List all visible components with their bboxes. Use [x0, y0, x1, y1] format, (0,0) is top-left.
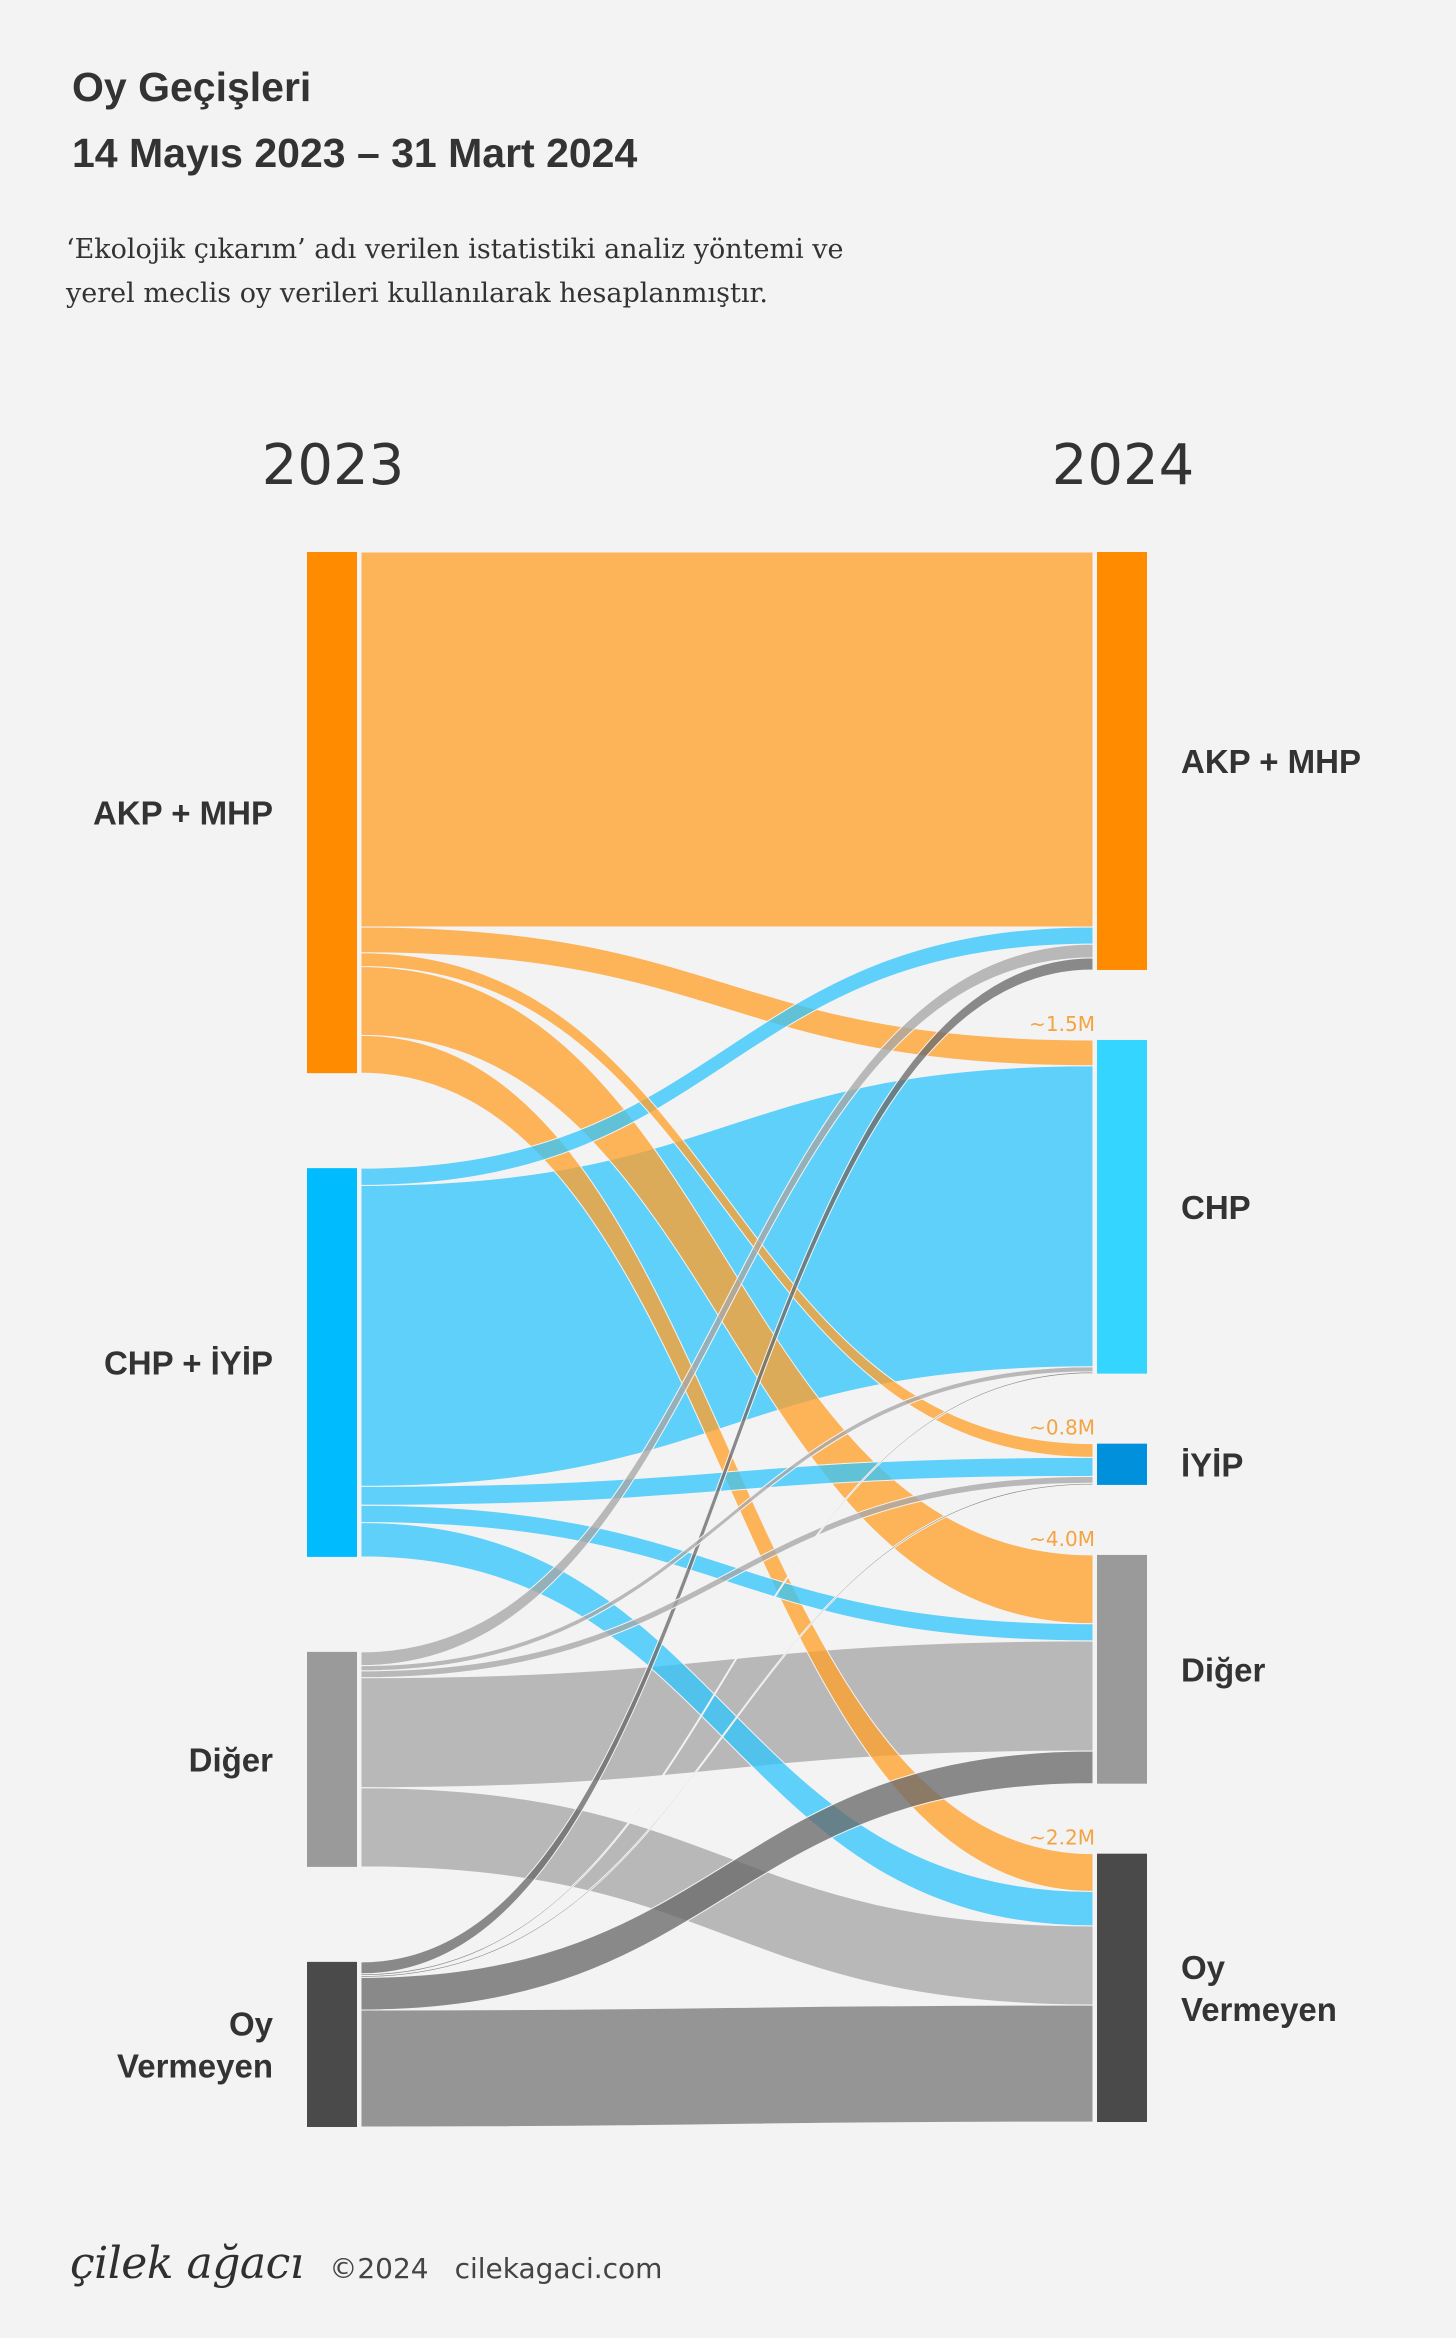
title-line-1: Oy Geçişleri	[72, 64, 312, 110]
node-label-akp_mhp_2023: AKP + MHP	[93, 795, 273, 832]
title-line-2: 14 Mayıs 2023 – 31 Mart 2024	[72, 130, 638, 176]
flow-akp_mhp_2023-to-iyip_2024[interactable]	[360, 952, 1094, 1458]
node-label-chp_iyip_2023: CHP + İYİP	[104, 1345, 273, 1382]
node-label-oyvermeyen_2023: Oy	[229, 2005, 274, 2042]
node-label-diger_2023: Diğer	[189, 1741, 274, 1778]
chart-title: Oy Geçişleri 14 Mayıs 2023 – 31 Mart 202…	[72, 54, 637, 186]
year-2023-label: 2023	[262, 433, 405, 498]
node-label-oyvermeyen_2024: Vermeyen	[1181, 1991, 1337, 2028]
node-akp_mhp_2023[interactable]	[307, 552, 357, 1074]
flow-oyvermeyen_2023-to-diger_2024[interactable]	[360, 1750, 1094, 2011]
flow-akp_mhp_2023-to-akp_mhp_2024[interactable]	[360, 551, 1094, 928]
node-label-chp_2024: CHP	[1181, 1189, 1251, 1226]
subtitle-line-1: ‘Ekolojik çıkarım’ adı verilen istatisti…	[66, 234, 844, 265]
flow-annotation: ~0.8M	[1029, 1416, 1095, 1440]
flow-chp_iyip_2023-to-oyvermeyen_2024[interactable]	[360, 1521, 1094, 1927]
node-diger_2024[interactable]	[1097, 1554, 1147, 1784]
subtitle-line-2: yerel meclis oy verileri kullanılarak he…	[66, 278, 768, 309]
node-oyvermeyen_2023[interactable]	[307, 1961, 357, 2127]
flow-oyvermeyen_2023-to-akp_mhp_2024[interactable]	[360, 957, 1094, 1975]
labels-layer: ~4.0M ~2.2M ~1.5M ~0.8M AKP + MHP CHP + İYİP D…	[93, 743, 1361, 2084]
flow-oyvermeyen_2023-to-chp_2024[interactable]	[360, 1371, 1094, 1977]
year-2024-label: 2024	[1052, 433, 1195, 498]
node-chp_2024[interactable]	[1097, 1039, 1147, 1374]
sankey-chart: ~4.0M ~2.2M ~1.5M ~0.8M AKP + MHP CHP + İYİP D…	[93, 433, 1361, 2128]
chart-subtitle: ‘Ekolojik çıkarım’ adı verilen istatisti…	[66, 228, 966, 316]
node-diger_2023[interactable]	[307, 1651, 357, 1867]
node-oyvermeyen_2024[interactable]	[1097, 1853, 1147, 2122]
footer: çilek ağacı ©2024 cilekagaci.com	[70, 2238, 662, 2292]
node-akp_mhp_2024[interactable]	[1097, 552, 1147, 970]
node-chp_iyip_2023[interactable]	[307, 1168, 357, 1557]
flow-oyvermeyen_2023-to-iyip_2024[interactable]	[360, 1482, 1094, 1978]
flow-annotation: ~2.2M	[1029, 1826, 1095, 1850]
flow-oyvermeyen_2023-to-oyvermeyen_2024[interactable]	[360, 2004, 1094, 2128]
flows-layer	[360, 551, 1094, 2128]
node-label-iyip_2024: İYİP	[1181, 1446, 1243, 1483]
node-label-diger_2024: Diğer	[1181, 1651, 1266, 1688]
copyright: ©2024	[329, 2252, 429, 2285]
flow-annotation: ~4.0M	[1029, 1527, 1095, 1551]
node-label-oyvermeyen_2023: Vermeyen	[117, 2047, 273, 2084]
website-link[interactable]: cilekagaci.com	[454, 2252, 663, 2285]
brand-logo: çilek ağacı	[70, 2238, 304, 2289]
nodes-layer	[307, 552, 1147, 2127]
node-iyip_2024[interactable]	[1097, 1443, 1147, 1485]
node-label-akp_mhp_2024: AKP + MHP	[1181, 743, 1361, 780]
node-label-oyvermeyen_2024: Oy	[1181, 1949, 1226, 1986]
flow-annotation: ~1.5M	[1029, 1012, 1095, 1036]
